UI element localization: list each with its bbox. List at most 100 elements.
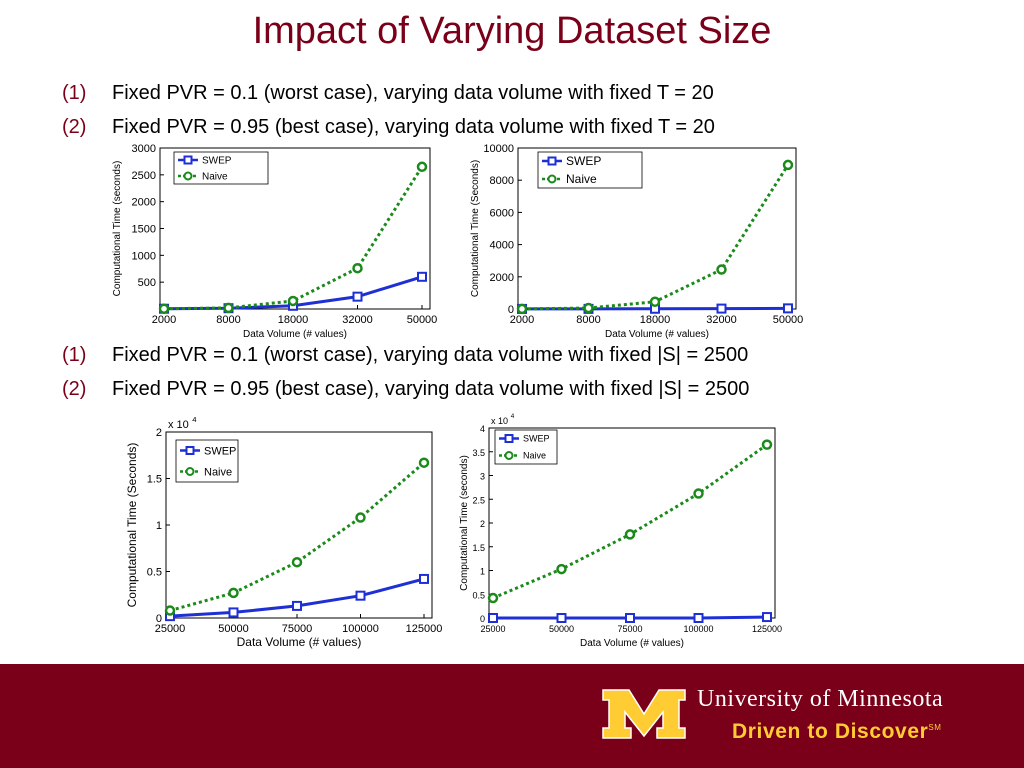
slide-title: Impact of Varying Dataset Size xyxy=(252,10,772,52)
data-point-swep xyxy=(352,291,363,302)
data-point-swep xyxy=(783,303,793,314)
tagline-text: Driven to Discover xyxy=(732,720,929,743)
bullet-item: (1) Fixed PVR = 0.1 (worst case), varying… xyxy=(62,82,714,105)
y-tick-label: 3 xyxy=(480,472,485,482)
y-tick-label: 1 xyxy=(156,520,162,532)
data-point-naive xyxy=(649,296,661,308)
x-tick-label: 75000 xyxy=(282,623,313,635)
x-axis-label: Data Volume (# values) xyxy=(605,329,709,340)
data-point-naive xyxy=(516,303,528,315)
data-point-naive xyxy=(487,592,499,604)
series-line-naive xyxy=(169,461,425,613)
x-tick-label: 75000 xyxy=(617,624,642,634)
x-tick-label: 50000 xyxy=(773,314,804,326)
bullet-text: Fixed PVR = 0.95 (best case), varying da… xyxy=(112,378,750,400)
bullet-text: Fixed PVR = 0.1 (worst case), varying da… xyxy=(112,82,714,104)
data-point-swep xyxy=(417,271,427,282)
data-point-naive xyxy=(556,563,567,575)
legend-marker xyxy=(504,434,514,443)
bullet-number: (1) xyxy=(62,82,87,104)
data-point-naive xyxy=(164,605,176,616)
series-line-naive xyxy=(163,165,424,311)
y-multiplier-exponent: 4 xyxy=(511,413,515,420)
university-m-logo xyxy=(602,689,686,739)
x-tick-label: 50000 xyxy=(549,624,574,634)
data-point-swep xyxy=(228,607,239,618)
chart-svg: 500 1000 1500 2000 2500 3000 2000 8000 18000 3200… xyxy=(112,143,438,340)
y-tick-label: 2000 xyxy=(132,197,156,209)
data-point-naive xyxy=(416,161,428,173)
y-tick-label: 1 xyxy=(480,567,485,577)
x-tick-label: 8000 xyxy=(216,314,240,326)
data-point-naive xyxy=(761,439,773,450)
bullet-number: (2) xyxy=(62,378,87,400)
y-tick-label: 3.5 xyxy=(472,448,485,458)
bullet-number: (1) xyxy=(62,344,87,366)
x-tick-label: 125000 xyxy=(406,623,442,635)
legend-marker xyxy=(504,451,514,460)
footer-bar xyxy=(0,664,1024,768)
data-point-swep xyxy=(488,613,498,623)
y-tick-label: 500 xyxy=(138,277,156,289)
y-tick-label: 1.5 xyxy=(147,474,162,486)
x-tick-label: 32000 xyxy=(342,314,373,326)
y-tick-label: 10000 xyxy=(483,143,514,155)
data-point-naive xyxy=(352,262,363,274)
data-point-swep xyxy=(292,600,302,611)
y-multiplier: x 10 xyxy=(168,419,189,431)
series-line-naive xyxy=(492,443,768,600)
data-point-naive xyxy=(418,457,430,468)
y-tick-label: 2000 xyxy=(490,272,514,284)
chart-pvr-best-fixed-t: 0 2000 4000 6000 8000 10000 2000 8000 18000 32000… xyxy=(466,140,806,345)
y-tick-label: 2 xyxy=(156,427,162,439)
y-tick-label: 6000 xyxy=(490,207,514,219)
y-axis-label: Computational Time (Seconds) xyxy=(125,443,139,608)
bullet-text: Fixed PVR = 0.1 (worst case), varying da… xyxy=(112,344,749,366)
chart-pvr-worst-fixed-s: 0 0.5 1 1.5 2 x 10 4 25000 50000 75000 100000 12500… xyxy=(122,412,442,662)
y-tick-label: 1.5 xyxy=(472,543,485,553)
legend-marker xyxy=(547,174,557,184)
y-axis-label: Computational Time (seconds) xyxy=(112,161,123,297)
bullet-item: (2) Fixed PVR = 0.95 (best case), varying… xyxy=(62,116,715,139)
legend-marker xyxy=(183,155,193,165)
data-point-swep xyxy=(625,613,635,623)
y-axis-label: Computational Time (Seconds) xyxy=(470,160,481,297)
x-tick-label: 100000 xyxy=(683,624,713,634)
data-point-swep xyxy=(355,590,366,601)
y-multiplier-exponent: 4 xyxy=(192,415,197,424)
legend-marker xyxy=(183,171,193,181)
y-tick-label: 2500 xyxy=(132,170,156,182)
bullet-item: (1) Fixed PVR = 0.1 (worst case), varying… xyxy=(62,344,748,367)
data-point-naive xyxy=(693,488,704,499)
data-point-swep xyxy=(556,613,567,623)
data-point-swep xyxy=(716,303,727,314)
legend-label: Naive xyxy=(523,451,546,461)
y-tick-label: 8000 xyxy=(490,175,514,187)
y-tick-label: 0.5 xyxy=(147,567,162,579)
data-point-naive xyxy=(782,159,794,171)
data-point-swep xyxy=(419,573,429,584)
x-tick-label: 125000 xyxy=(752,624,782,634)
legend-label: SWEP xyxy=(204,445,236,457)
x-tick-label: 18000 xyxy=(278,314,309,326)
y-tick-label: 0 xyxy=(508,304,514,316)
chart-pvr-best-fixed-s: 0 0.5 1 1.5 2 2.5 3 3.5 4 x 10 4 25000 50000 75000 100… xyxy=(455,412,785,662)
y-multiplier: x 10 xyxy=(491,416,508,426)
data-point-naive xyxy=(624,529,636,540)
y-tick-label: 2 xyxy=(480,519,485,529)
tagline: Driven to DiscoverSM xyxy=(732,720,942,744)
x-tick-label: 25000 xyxy=(480,624,505,634)
x-tick-label: 25000 xyxy=(155,623,186,635)
x-tick-label: 50000 xyxy=(407,314,438,326)
data-point-swep xyxy=(762,612,772,623)
x-tick-label: 32000 xyxy=(706,314,737,326)
x-axis-label: Data Volume (# values) xyxy=(237,635,362,649)
y-tick-label: 4 xyxy=(480,424,485,434)
y-tick-label: 2.5 xyxy=(472,495,485,505)
legend-label: Naive xyxy=(202,172,228,183)
y-tick-label: 0 xyxy=(480,614,485,624)
chart-pvr-worst-fixed-t: 500 1000 1500 2000 2500 3000 2000 8000 18000 3200… xyxy=(108,140,438,345)
y-tick-label: 0 xyxy=(156,613,162,625)
legend-label: Naive xyxy=(204,466,232,478)
